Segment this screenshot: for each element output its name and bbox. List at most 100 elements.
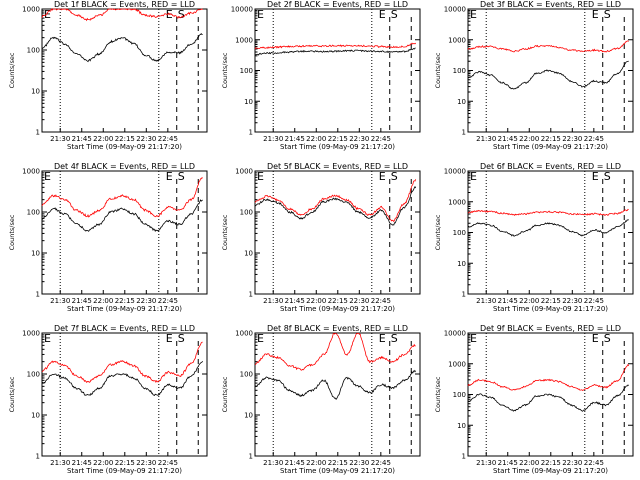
panel-6: Det 6f BLACK = Events, RED = LLD Start Ti… xyxy=(434,162,634,313)
x-tick-label: 22:15 xyxy=(328,459,348,467)
events-series-line xyxy=(254,369,417,400)
plot-frame xyxy=(254,8,421,133)
x-tick-label: 22:00 xyxy=(519,297,539,305)
x-tick-label: 22:30 xyxy=(136,459,156,467)
y-tick-label: 1 xyxy=(36,453,40,461)
y-tick-label: 10 xyxy=(244,98,253,106)
lld-series-line xyxy=(254,179,417,223)
y-tick-label: 10000 xyxy=(231,6,253,14)
y-axis-label: Counts/sec xyxy=(434,52,442,88)
x-tick-label: 22:30 xyxy=(562,135,582,143)
x-tick-label: 22:30 xyxy=(562,459,582,467)
x-tick-label: 22:00 xyxy=(93,459,113,467)
plot-frame xyxy=(41,8,208,133)
x-tick-label: 22:45 xyxy=(371,297,391,305)
x-tick-label: 22:00 xyxy=(93,297,113,305)
marker-s: S xyxy=(604,170,611,183)
y-tick-label: 10 xyxy=(31,250,40,258)
marker-e: E xyxy=(592,170,599,183)
y-tick-label: 10000 xyxy=(444,168,466,176)
panel-title: Det 9f BLACK = Events, RED = LLD xyxy=(480,324,621,333)
x-tick-label: 21:30 xyxy=(263,297,283,305)
lld-series-line xyxy=(41,177,203,218)
x-tick-label: 22:00 xyxy=(306,135,326,143)
marker-s: S xyxy=(178,8,185,21)
x-tick-label: 22:15 xyxy=(328,135,348,143)
x-tick-label: 21:30 xyxy=(50,297,70,305)
y-tick-label: 10 xyxy=(457,422,466,430)
marker-start-e: E xyxy=(257,332,264,345)
x-tick-label: 21:45 xyxy=(498,459,518,467)
marker-e: E xyxy=(592,332,599,345)
x-tick-label: 22:00 xyxy=(306,459,326,467)
marker-s: S xyxy=(604,332,611,345)
events-series-line xyxy=(254,47,416,56)
events-series-line xyxy=(41,360,204,397)
y-tick-label: 100 xyxy=(240,371,253,379)
lld-series-line xyxy=(467,363,630,392)
y-tick-label: 1000 xyxy=(235,36,253,44)
panel-title: Det 7f BLACK = Events, RED = LLD xyxy=(54,324,195,333)
x-tick-label: 21:45 xyxy=(72,297,92,305)
x-tick-label: 22:30 xyxy=(349,135,369,143)
y-tick-label: 1 xyxy=(462,129,466,137)
x-tick-label: 22:15 xyxy=(328,297,348,305)
x-tick-label: 21:45 xyxy=(72,459,92,467)
y-tick-label: 1000 xyxy=(448,198,466,206)
panel-title: Det 5f BLACK = Events, RED = LLD xyxy=(267,162,408,171)
x-axis-label: Start Time (09-May-09 21:17:20) xyxy=(493,467,608,475)
x-tick-label: 21:45 xyxy=(285,297,305,305)
marker-s: S xyxy=(391,8,398,21)
x-tick-label: 22:00 xyxy=(519,135,539,143)
y-tick-label: 1000 xyxy=(22,6,40,14)
y-tick-label: 10 xyxy=(457,98,466,106)
x-tick-label: 21:30 xyxy=(263,135,283,143)
lld-series-line xyxy=(41,341,203,383)
x-tick-label: 22:15 xyxy=(541,135,561,143)
lld-series-line xyxy=(467,40,629,53)
y-tick-label: 1 xyxy=(249,129,253,137)
y-axis-label: Counts/sec xyxy=(221,376,229,412)
events-series-line xyxy=(467,384,629,412)
marker-s: S xyxy=(604,8,611,21)
x-tick-label: 22:30 xyxy=(562,297,582,305)
y-axis-label: Counts/sec xyxy=(8,52,16,88)
marker-start-e: E xyxy=(470,8,477,21)
y-tick-label: 100 xyxy=(27,47,40,55)
x-tick-label: 21:30 xyxy=(50,135,70,143)
marker-e: E xyxy=(379,170,386,183)
plot-frame xyxy=(41,170,208,295)
x-tick-label: 22:45 xyxy=(584,297,604,305)
x-axis-label: Start Time (09-May-09 21:17:20) xyxy=(280,305,395,313)
marker-start-e: E xyxy=(470,332,477,345)
y-tick-label: 100 xyxy=(453,229,466,237)
x-tick-label: 22:45 xyxy=(371,135,391,143)
x-tick-label: 22:15 xyxy=(115,297,135,305)
y-tick-label: 10 xyxy=(244,412,253,420)
panel-title: Det 6f BLACK = Events, RED = LLD xyxy=(480,162,621,171)
x-axis-label: Start Time (09-May-09 21:17:20) xyxy=(280,467,395,475)
y-tick-label: 1000 xyxy=(235,330,253,338)
panel-title: Det 1f BLACK = Events, RED = LLD xyxy=(54,0,195,9)
x-axis-label: Start Time (09-May-09 21:17:20) xyxy=(67,305,182,313)
panel-4: Det 4f BLACK = Events, RED = LLD Start Ti… xyxy=(8,162,208,313)
x-tick-label: 21:45 xyxy=(498,135,518,143)
panel-8: Det 8f BLACK = Events, RED = LLD Start Ti… xyxy=(221,324,421,475)
x-axis-label: Start Time (09-May-09 21:17:20) xyxy=(493,143,608,151)
x-tick-label: 21:30 xyxy=(263,459,283,467)
x-tick-label: 21:45 xyxy=(285,459,305,467)
plot-frame xyxy=(254,332,421,457)
y-tick-label: 1 xyxy=(462,453,466,461)
lld-series-line xyxy=(254,332,416,371)
x-tick-label: 22:00 xyxy=(93,135,113,143)
y-tick-label: 10 xyxy=(31,412,40,420)
y-tick-label: 1000 xyxy=(448,36,466,44)
x-tick-label: 22:30 xyxy=(349,459,369,467)
marker-start-e: E xyxy=(44,170,51,183)
y-tick-label: 10 xyxy=(31,88,40,96)
panel-9: Det 9f BLACK = Events, RED = LLD Start Ti… xyxy=(434,324,634,475)
x-tick-label: 21:45 xyxy=(72,135,92,143)
x-tick-label: 21:30 xyxy=(476,135,496,143)
x-tick-label: 22:45 xyxy=(371,459,391,467)
x-tick-label: 21:45 xyxy=(498,297,518,305)
